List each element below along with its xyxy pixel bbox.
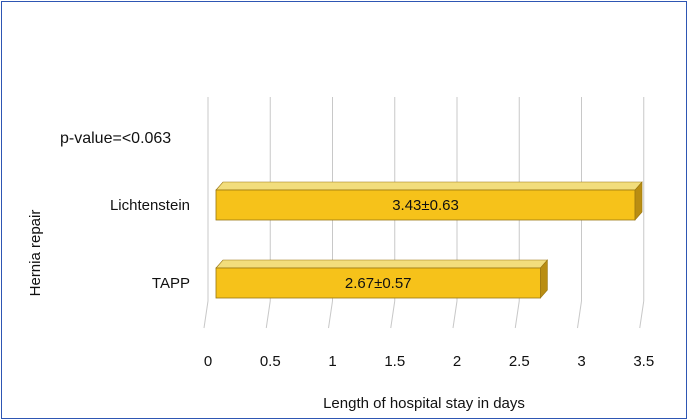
x-tick-label: 1.5 bbox=[384, 353, 405, 370]
x-tick-label: 0.5 bbox=[260, 353, 281, 370]
y-axis-label: Hernia repair bbox=[27, 210, 44, 297]
gridline-floor-3 bbox=[390, 300, 396, 329]
x-tick-labels: 0 0.5 1 1.5 2 2.5 3 3.5 bbox=[204, 353, 654, 370]
x-axis-label: Length of hospital stay in days bbox=[323, 395, 525, 412]
bar-data-label: 2.67±0.57 bbox=[345, 275, 412, 292]
bar-data-label: 3.43±0.63 bbox=[392, 197, 459, 214]
y-tick-label: Lichtenstein bbox=[110, 197, 190, 214]
gridline-floor-5 bbox=[514, 300, 520, 329]
x-tick-label: 3 bbox=[577, 353, 585, 370]
bar-tapp: 2.67±0.57 bbox=[215, 259, 549, 299]
bars: 3.43±0.63 2.67±0.57 bbox=[215, 181, 643, 299]
y-tick-labels: Lichtenstein TAPP bbox=[110, 197, 190, 292]
y-tick-label: TAPP bbox=[152, 275, 190, 292]
gridline-floor-1 bbox=[265, 300, 271, 329]
bar-front-face bbox=[215, 267, 541, 299]
bar-top-face bbox=[215, 259, 549, 269]
gridline-floor-7 bbox=[639, 300, 645, 329]
x-tick-label: 3.5 bbox=[633, 353, 654, 370]
p-value-annotation: p-value=<0.063 bbox=[60, 130, 171, 147]
gridline-floor-6 bbox=[577, 300, 582, 329]
bar-side-face bbox=[634, 181, 643, 221]
x-tick-label: 0 bbox=[204, 353, 212, 370]
x-tick-label: 2.5 bbox=[509, 353, 530, 370]
gridline-floor-0 bbox=[203, 300, 209, 329]
bar-lichtenstein: 3.43±0.63 bbox=[215, 181, 643, 221]
gridline-floor-4 bbox=[452, 300, 458, 329]
x-tick-label: 2 bbox=[453, 353, 461, 370]
bar-top-face bbox=[215, 181, 643, 191]
bar-side-face bbox=[540, 259, 548, 299]
gridline-floor-2 bbox=[328, 300, 333, 329]
x-tick-label: 1 bbox=[328, 353, 336, 370]
bar-front-face bbox=[215, 189, 636, 221]
